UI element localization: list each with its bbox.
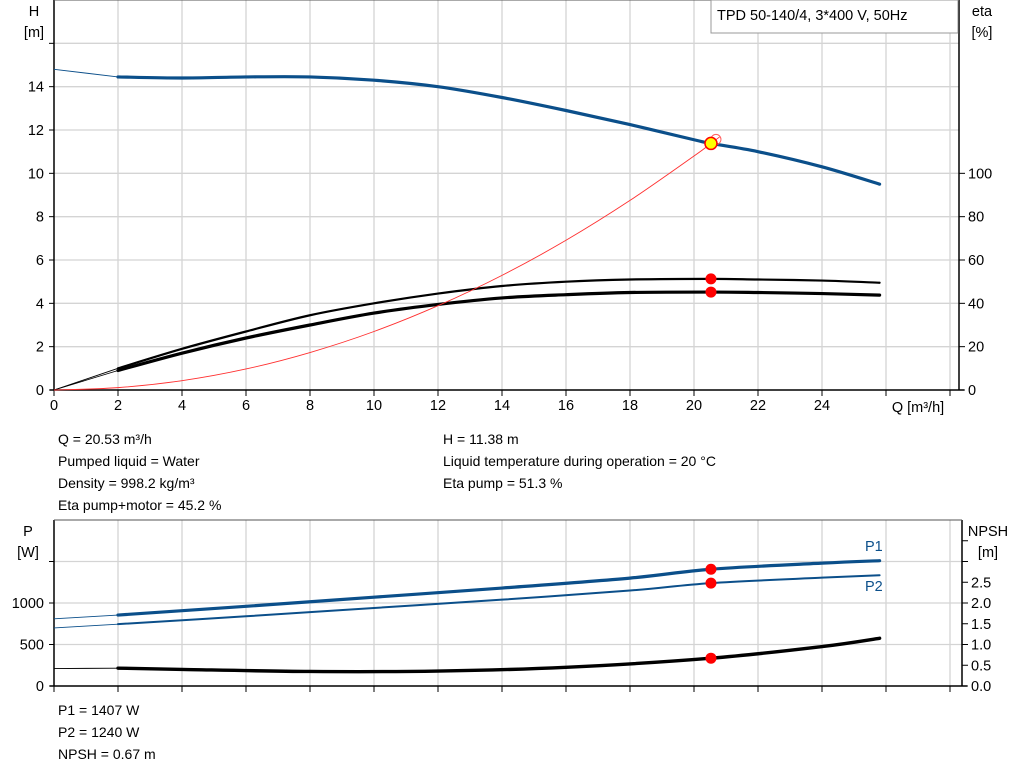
- y-left-tick-label: 500: [20, 638, 44, 654]
- info-eta-pump-motor: Eta pump+motor = 45.2 %: [58, 497, 222, 513]
- series-label-p1: P1: [865, 539, 883, 555]
- x-axis-label: Q [m³/h]: [892, 400, 944, 416]
- series-eta-pump-motor-extrapolated: [53, 370, 119, 391]
- y-right-tick-label: 100: [968, 166, 992, 182]
- series-npsh: [116, 636, 882, 674]
- info-liquid: Pumped liquid = Water: [58, 453, 200, 469]
- y-left-tick-label: 2: [36, 340, 44, 356]
- x-tick-label: 24: [814, 398, 830, 414]
- operating-point-npsh: [705, 652, 717, 664]
- series-eta-pump: [116, 277, 881, 370]
- y-right-tick-label: 1.0: [971, 638, 991, 654]
- info-p1: P1 = 1407 W: [58, 702, 140, 718]
- series-system-curve: [53, 136, 720, 391]
- series-label-p2: P2: [865, 579, 883, 595]
- info-eta-pump: Eta pump = 51.3 %: [443, 475, 563, 491]
- y-right-label: NPSH: [968, 524, 1008, 540]
- y-left-unit: [m]: [24, 25, 44, 41]
- y-left-unit: [W]: [17, 545, 39, 561]
- info-temp: Liquid temperature during operation = 20…: [443, 453, 716, 469]
- series-p1-extrapolated: [53, 614, 119, 620]
- y-right-tick-label: 80: [968, 210, 984, 226]
- y-left-label: H: [29, 4, 39, 20]
- x-tick-label: 14: [494, 398, 510, 414]
- series-p1: [116, 559, 882, 617]
- x-tick-label: 0: [50, 398, 58, 414]
- x-tick-label: 22: [750, 398, 766, 414]
- x-tick-label: 6: [242, 398, 250, 414]
- x-tick-label: 20: [686, 398, 702, 414]
- info-p2: P2 = 1240 W: [58, 724, 140, 740]
- y-right-label: eta: [972, 4, 993, 20]
- y-left-tick-label: 14: [28, 80, 44, 96]
- y-right-unit: [%]: [972, 25, 993, 41]
- operating-point-p1: [705, 563, 717, 575]
- operating-point-h: [704, 136, 718, 151]
- y-right-tick-label: 1.5: [971, 617, 991, 633]
- x-tick-label: 2: [114, 398, 122, 414]
- info-npsh: NPSH = 0.67 m: [58, 746, 156, 762]
- x-tick-label: 10: [366, 398, 382, 414]
- series-h: [116, 75, 882, 186]
- y-left-tick-label: 6: [36, 253, 44, 269]
- title-box: [710, 0, 959, 34]
- y-right-tick-label: 2.0: [971, 596, 991, 612]
- y-right-unit: [m]: [978, 545, 998, 561]
- series-p2: [117, 574, 881, 626]
- info-h: H = 11.38 m: [443, 431, 519, 447]
- y-left-tick-label: 1000: [12, 596, 44, 612]
- operating-point-p2: [705, 577, 717, 589]
- x-tick-label: 16: [558, 398, 574, 414]
- y-right-tick-label: 40: [968, 296, 984, 312]
- series-eta-pump-motor: [116, 290, 882, 373]
- series-h-extrapolated: [53, 68, 119, 78]
- y-right-tick-label: 2.5: [971, 575, 991, 591]
- x-tick-label: 8: [306, 398, 314, 414]
- info-density: Density = 998.2 kg/m³: [58, 475, 195, 491]
- y-left-tick-label: 10: [28, 166, 44, 182]
- operating-point-eta-pump: [705, 273, 717, 285]
- y-right-tick-label: 20: [968, 340, 984, 356]
- x-tick-label: 18: [622, 398, 638, 414]
- info-q: Q = 20.53 m³/h: [58, 431, 152, 447]
- y-right-tick-label: 0.5: [971, 658, 991, 674]
- y-left-tick-label: 4: [36, 296, 44, 312]
- y-right-tick-label: 0.0: [971, 679, 991, 695]
- series-p2-extrapolated: [53, 623, 119, 629]
- y-right-tick-label: 60: [968, 253, 984, 269]
- chart-title: TPD 50-140/4, 3*400 V, 50Hz: [717, 8, 908, 24]
- y-left-tick-label: 0: [36, 383, 44, 399]
- y-right-tick-label: 0: [968, 383, 976, 399]
- y-left-tick-label: 0: [36, 679, 44, 695]
- y-left-label: P: [23, 524, 33, 540]
- y-left-tick-label: 8: [36, 210, 44, 226]
- x-tick-label: 4: [178, 398, 186, 414]
- y-left-tick-label: 12: [28, 123, 44, 139]
- x-tick-label: 12: [430, 398, 446, 414]
- operating-point-eta-pump-motor: [705, 286, 717, 298]
